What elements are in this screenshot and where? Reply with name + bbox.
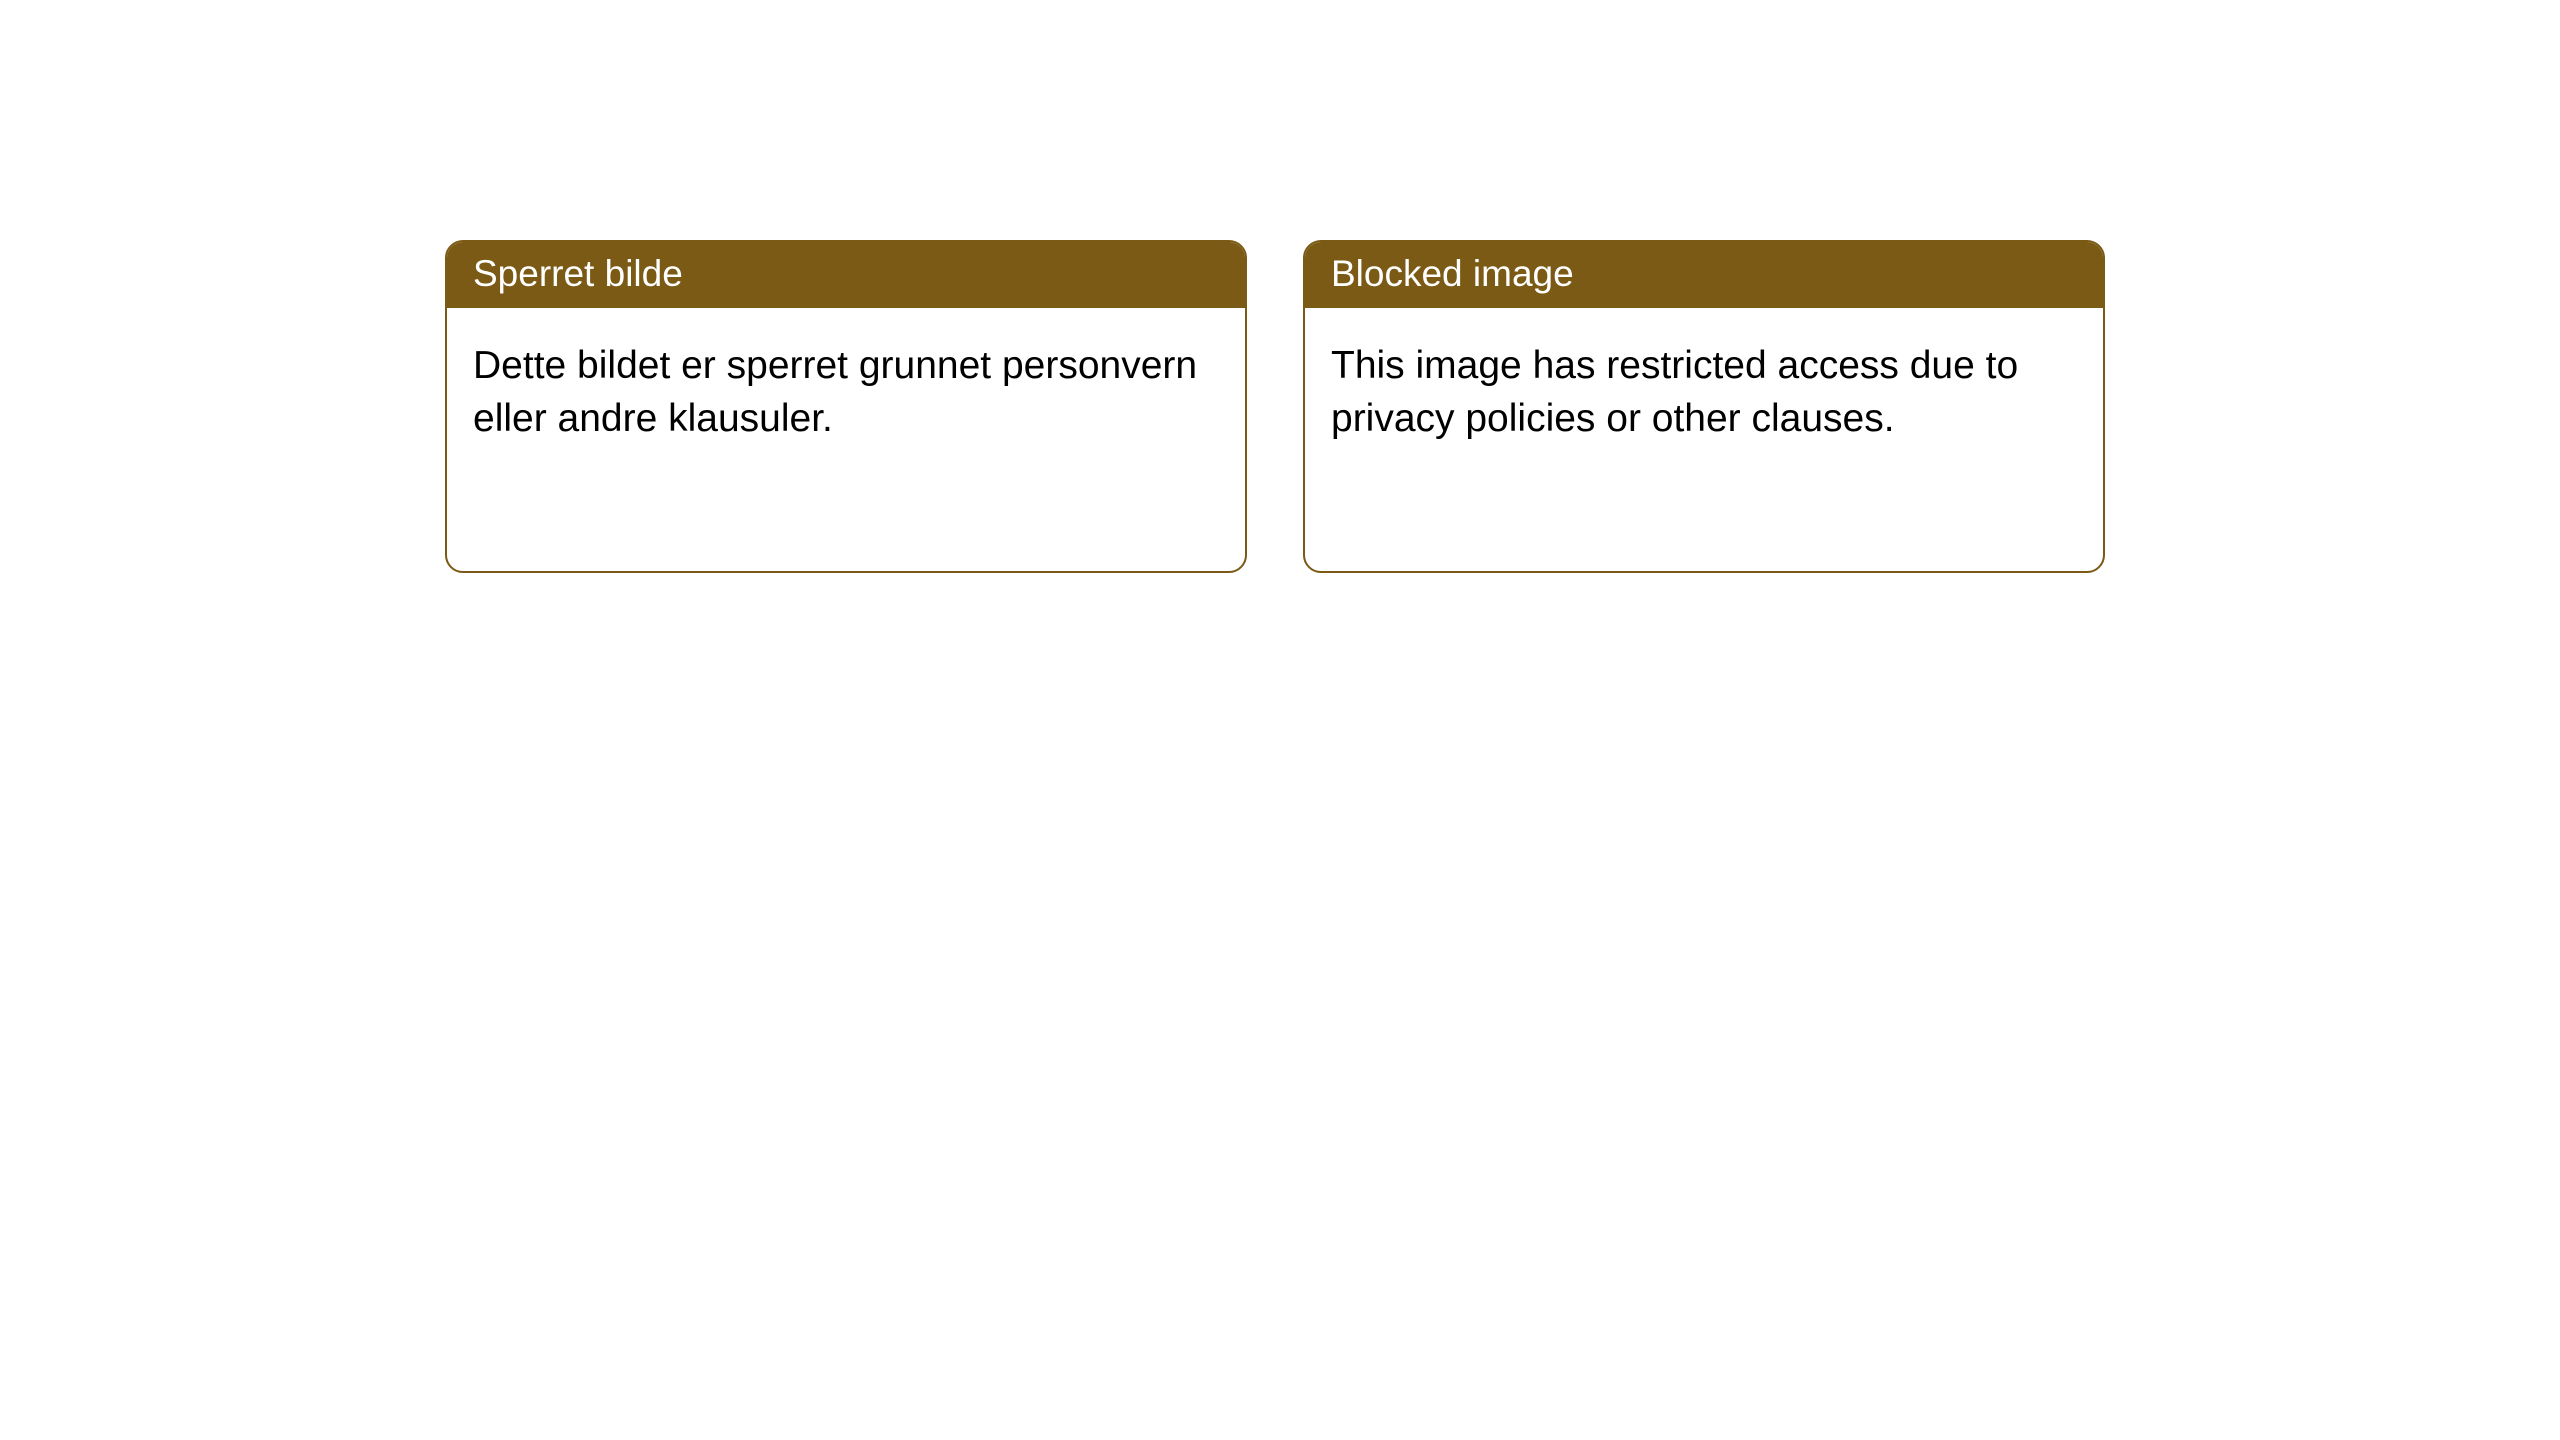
card-title: Sperret bilde <box>447 242 1245 308</box>
card-body-text: This image has restricted access due to … <box>1305 308 2103 477</box>
card-container: Sperret bilde Dette bildet er sperret gr… <box>0 0 2560 573</box>
card-title: Blocked image <box>1305 242 2103 308</box>
blocked-image-card-no: Sperret bilde Dette bildet er sperret gr… <box>445 240 1247 573</box>
blocked-image-card-en: Blocked image This image has restricted … <box>1303 240 2105 573</box>
card-body-text: Dette bildet er sperret grunnet personve… <box>447 308 1245 477</box>
